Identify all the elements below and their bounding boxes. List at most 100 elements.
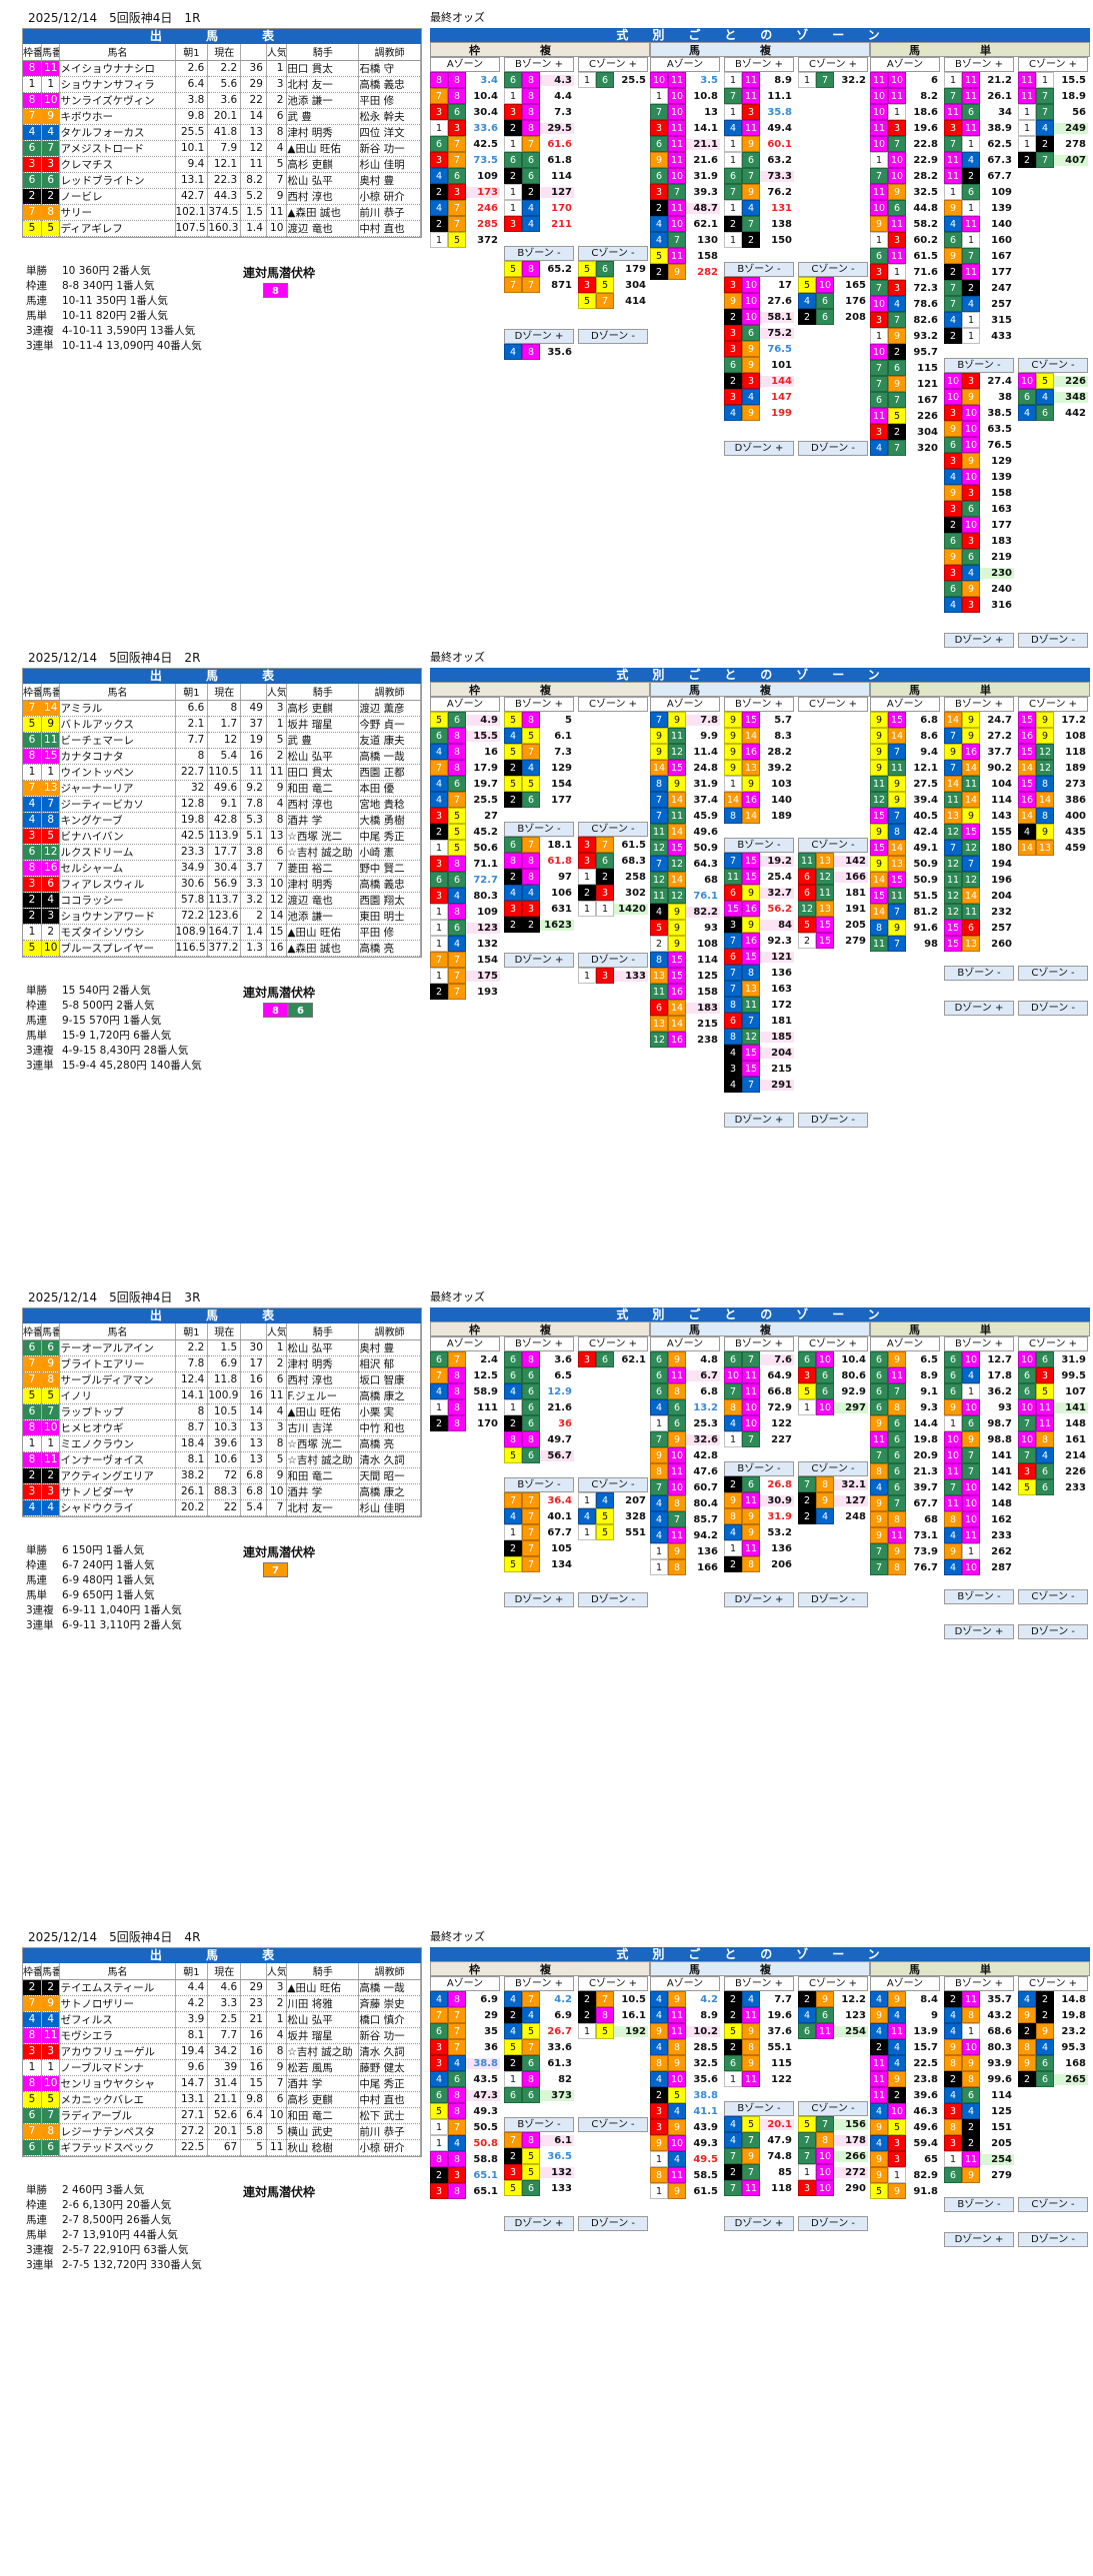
odds-row[interactable]: 8 10 72.9 bbox=[724, 1399, 794, 1415]
odds-row[interactable]: 3 9 84 bbox=[724, 917, 794, 933]
odds-row[interactable]: 9 1 139 bbox=[944, 200, 1014, 216]
odds-row[interactable]: 9 7 67.7 bbox=[870, 1495, 940, 1511]
odds-row[interactable]: 8 9 31.9 bbox=[650, 776, 720, 792]
odds-row[interactable]: 4 11 49.4 bbox=[724, 120, 794, 136]
odds-row[interactable]: 7 12 64.3 bbox=[650, 856, 720, 872]
odds-row[interactable]: 11 9 23.8 bbox=[870, 2071, 940, 2087]
odds-row[interactable]: 8 14 189 bbox=[724, 808, 794, 824]
odds-row[interactable]: 6 1 160 bbox=[944, 232, 1014, 248]
odds-row[interactable]: 12 15 155 bbox=[944, 824, 1014, 840]
odds-row[interactable]: 2 2 1623 bbox=[504, 917, 574, 933]
odds-row[interactable]: 10 7 22.8 bbox=[870, 136, 940, 152]
odds-row[interactable]: 1 8 82 bbox=[504, 2071, 574, 2087]
odds-row[interactable]: 3 7 39.3 bbox=[650, 184, 720, 200]
odds-row[interactable]: 2 5 36.5 bbox=[504, 2148, 574, 2164]
odds-row[interactable]: 6 6 61.8 bbox=[504, 152, 574, 168]
odds-row[interactable]: 7 7 29 bbox=[430, 2007, 500, 2023]
odds-row[interactable]: 10 9 38 bbox=[944, 389, 1014, 405]
odds-row[interactable]: 1 3 35.8 bbox=[724, 104, 794, 120]
odds-row[interactable]: 4 6 123 bbox=[798, 2007, 868, 2023]
odds-row[interactable]: 5 8 49.3 bbox=[430, 2103, 500, 2119]
odds-row[interactable]: 9 10 93 bbox=[944, 1399, 1014, 1415]
odds-row[interactable]: 2 3 302 bbox=[578, 885, 648, 901]
odds-row[interactable]: 11 1 15.5 bbox=[1018, 72, 1088, 88]
odds-row[interactable]: 14 15 50.9 bbox=[870, 872, 940, 888]
odds-row[interactable]: 1 4 207 bbox=[578, 1492, 648, 1508]
odds-row[interactable]: 7 16 92.3 bbox=[724, 933, 794, 949]
odds-row[interactable]: 1 8 109 bbox=[430, 904, 500, 920]
odds-row[interactable]: 1 11 21.2 bbox=[944, 72, 1014, 88]
odds-row[interactable]: 5 7 33.6 bbox=[504, 2039, 574, 2055]
odds-row[interactable]: 3 9 43.9 bbox=[650, 2119, 720, 2135]
odds-row[interactable]: 7 9 7.8 bbox=[650, 712, 720, 728]
odds-row[interactable]: 11 9 27.5 bbox=[870, 776, 940, 792]
odds-row[interactable]: 9 11 30.9 bbox=[724, 1492, 794, 1508]
odds-row[interactable]: 4 4 106 bbox=[504, 885, 574, 901]
odds-row[interactable]: 6 9 240 bbox=[944, 581, 1014, 597]
odds-row[interactable]: 6 14 183 bbox=[650, 1000, 720, 1016]
odds-row[interactable]: 12 14 204 bbox=[944, 888, 1014, 904]
odds-row[interactable]: 2 8 97 bbox=[504, 869, 574, 885]
odds-row[interactable]: 2 8 16.1 bbox=[578, 2007, 648, 2023]
odds-row[interactable]: 11 2 39.6 bbox=[870, 2087, 940, 2103]
odds-row[interactable]: 6 11 61.5 bbox=[870, 248, 940, 264]
odds-row[interactable]: 4 8 43.2 bbox=[944, 2007, 1014, 2023]
odds-row[interactable]: 5 10 165 bbox=[798, 277, 868, 293]
odds-row[interactable]: 2 4 129 bbox=[504, 760, 574, 776]
odds-row[interactable]: 9 16 28.2 bbox=[724, 744, 794, 760]
odds-row[interactable]: 11 7 141 bbox=[944, 1463, 1014, 1479]
odds-row[interactable]: 5 6 4.9 bbox=[430, 712, 500, 728]
odds-row[interactable]: 2 6 177 bbox=[504, 792, 574, 808]
odds-row[interactable]: 5 15 205 bbox=[798, 917, 868, 933]
odds-row[interactable]: 7 3 72.3 bbox=[870, 280, 940, 296]
odds-row[interactable]: 5 8 65.2 bbox=[504, 261, 574, 277]
odds-row[interactable]: 6 11 181 bbox=[798, 885, 868, 901]
odds-row[interactable]: 11 14 114 bbox=[944, 792, 1014, 808]
odds-row[interactable]: 4 2 14.8 bbox=[1018, 1991, 1088, 2007]
odds-row[interactable]: 2 6 36 bbox=[504, 1415, 574, 1431]
odds-row[interactable]: 5 6 133 bbox=[504, 2180, 574, 2196]
odds-row[interactable]: 1 6 25.3 bbox=[650, 1415, 720, 1431]
odds-row[interactable]: 2 6 208 bbox=[798, 309, 868, 325]
odds-row[interactable]: 5 7 156 bbox=[798, 2116, 868, 2132]
odds-row[interactable]: 1 3 133 bbox=[578, 968, 648, 984]
odds-row[interactable]: 3 6 80.6 bbox=[798, 1367, 868, 1383]
odds-row[interactable]: 6 8 6.8 bbox=[650, 1383, 720, 1399]
odds-row[interactable]: 10 3 27.4 bbox=[944, 373, 1014, 389]
odds-row[interactable]: 1 5 551 bbox=[578, 1524, 648, 1540]
odds-row[interactable]: 2 9 127 bbox=[798, 1492, 868, 1508]
odds-row[interactable]: 12 11 232 bbox=[944, 904, 1014, 920]
odds-row[interactable]: 9 1 262 bbox=[944, 1543, 1014, 1559]
odds-row[interactable]: 6 7 7.6 bbox=[724, 1351, 794, 1367]
odds-row[interactable]: 3 4 38.8 bbox=[430, 2055, 500, 2071]
odds-row[interactable]: 3 3 631 bbox=[504, 901, 574, 917]
odds-row[interactable]: 11 4 22.5 bbox=[870, 2055, 940, 2071]
odds-row[interactable]: 6 9 4.8 bbox=[650, 1351, 720, 1367]
odds-row[interactable]: 4 8 16 bbox=[430, 744, 500, 760]
odds-row[interactable]: 2 7 138 bbox=[724, 216, 794, 232]
odds-row[interactable]: 7 15 19.2 bbox=[724, 853, 794, 869]
odds-row[interactable]: 8 8 58.8 bbox=[430, 2151, 500, 2167]
odds-row[interactable]: 6 8 47.3 bbox=[430, 2087, 500, 2103]
odds-row[interactable]: 6 15 121 bbox=[724, 949, 794, 965]
odds-row[interactable]: 6 3 99.5 bbox=[1018, 1367, 1088, 1383]
odds-row[interactable]: 15 14 49.1 bbox=[870, 840, 940, 856]
odds-row[interactable]: 7 8 10.4 bbox=[430, 88, 500, 104]
odds-row[interactable]: 4 11 233 bbox=[944, 1527, 1014, 1543]
odds-row[interactable]: 4 10 35.6 bbox=[650, 2071, 720, 2087]
odds-row[interactable]: 1 10 297 bbox=[798, 1399, 868, 1415]
odds-row[interactable]: 11 12 76.1 bbox=[650, 888, 720, 904]
odds-row[interactable]: 6 1 36.2 bbox=[944, 1383, 1014, 1399]
odds-row[interactable]: 11 4 67.3 bbox=[944, 152, 1014, 168]
odds-row[interactable]: 6 10 76.5 bbox=[944, 437, 1014, 453]
odds-row[interactable]: 8 11 47.6 bbox=[650, 1463, 720, 1479]
